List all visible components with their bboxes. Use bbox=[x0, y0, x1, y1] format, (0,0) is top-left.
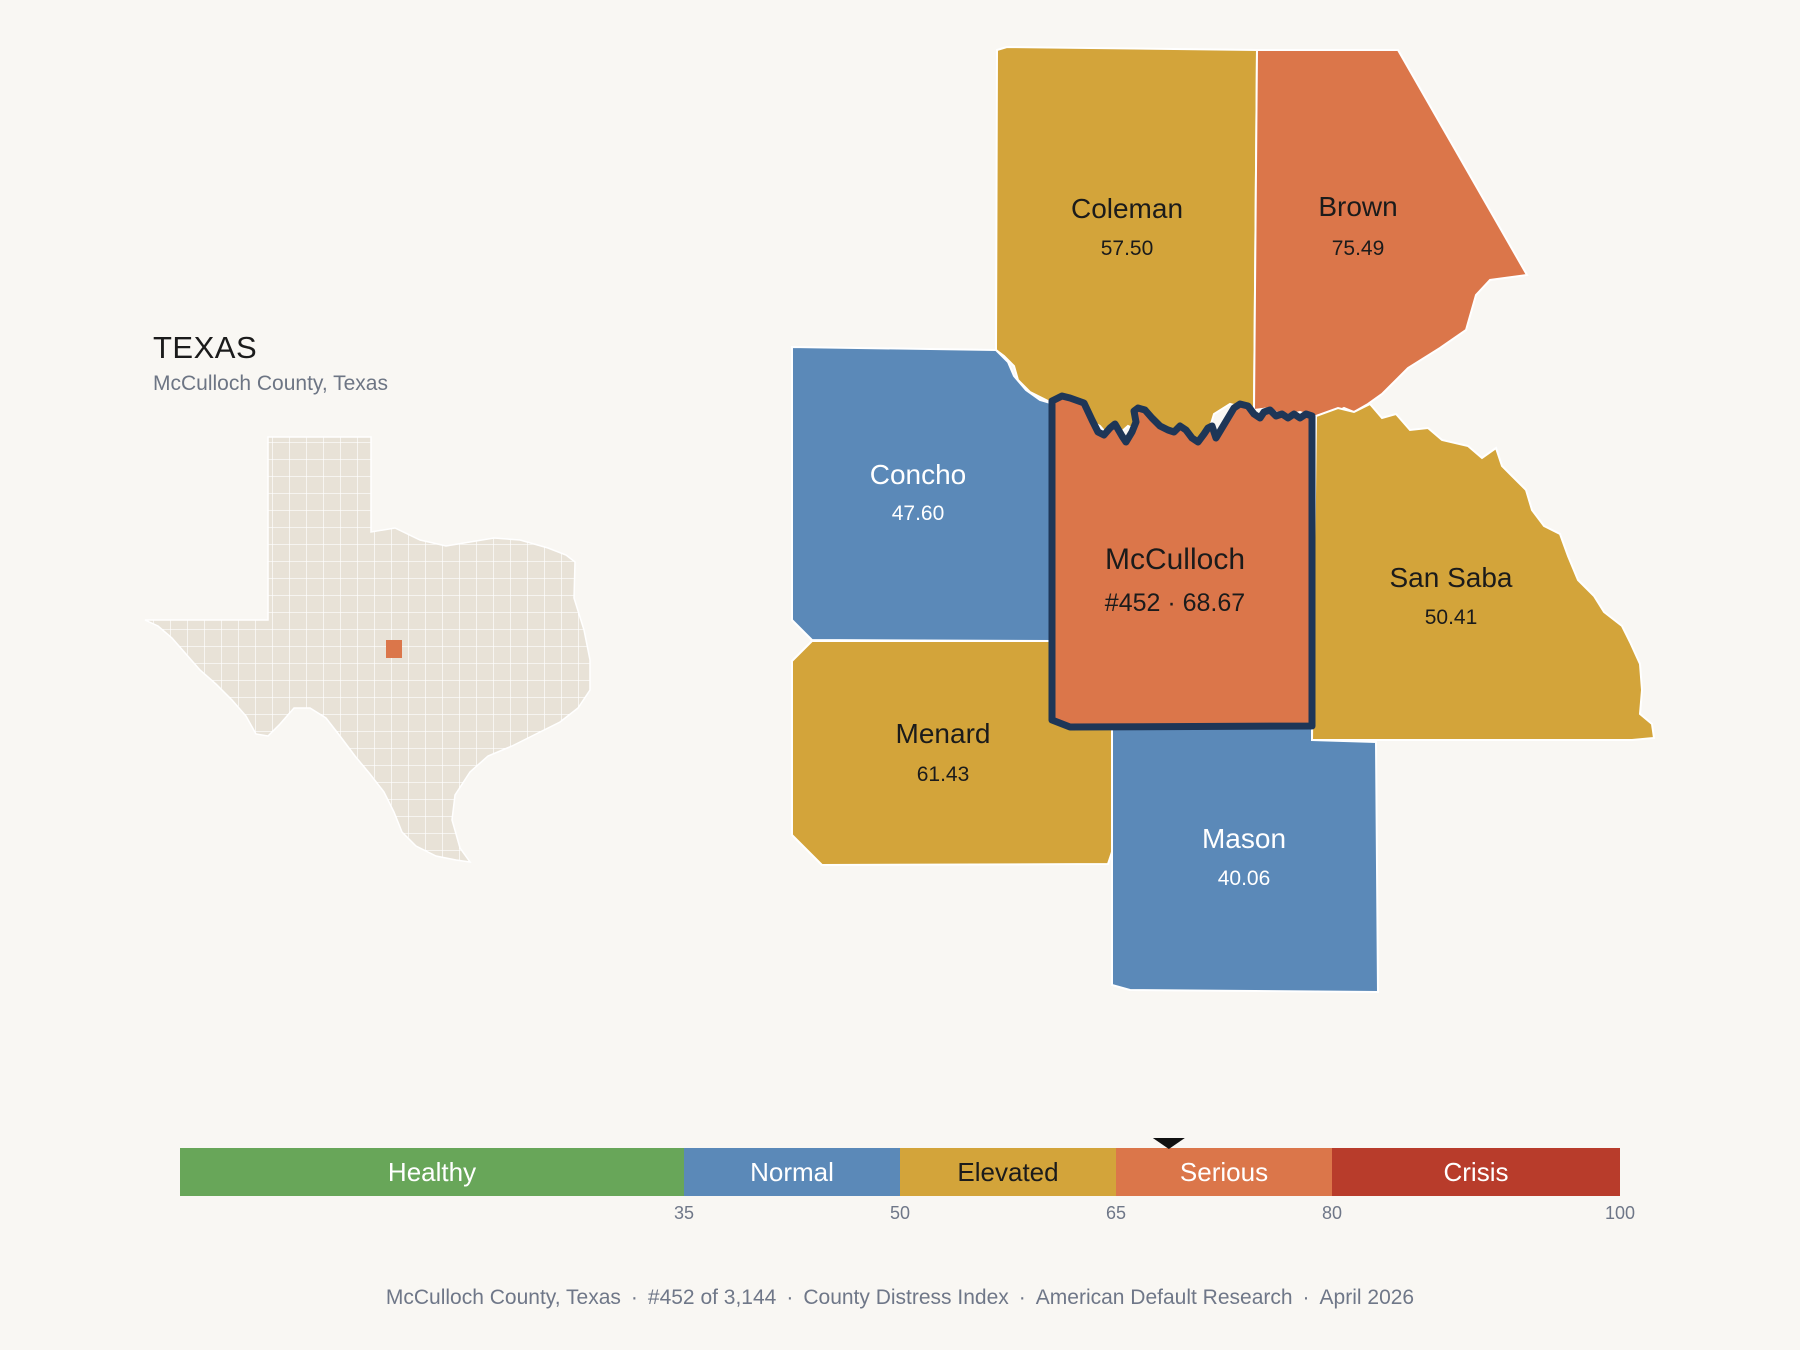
footer-separator: · bbox=[1018, 1286, 1026, 1309]
county-label-brown: Brown bbox=[1318, 191, 1397, 222]
county-label-mcculloch: McCulloch bbox=[1105, 543, 1245, 576]
footer-index-name: County Distress Index bbox=[803, 1286, 1009, 1309]
county-label-coleman: Coleman bbox=[1071, 193, 1183, 224]
county-san-saba[interactable]: San Saba 50.41 bbox=[1310, 402, 1656, 741]
footer-separator: · bbox=[1302, 1286, 1310, 1309]
county-label-san-saba: San Saba bbox=[1390, 562, 1513, 593]
footer-date: April 2026 bbox=[1319, 1286, 1415, 1309]
footer-county: McCulloch County, Texas bbox=[385, 1286, 621, 1309]
county-mason[interactable]: Mason 40.06 bbox=[1111, 725, 1380, 994]
county-brown[interactable]: Brown 75.49 bbox=[1252, 49, 1529, 418]
inset-state-title: TEXAS bbox=[153, 330, 258, 365]
county-shape-concho bbox=[791, 345, 1056, 643]
county-shape-mason bbox=[1111, 725, 1380, 994]
footer-separator: · bbox=[786, 1286, 794, 1309]
county-label-menard: Menard bbox=[896, 718, 991, 749]
county-value-mcculloch: #452 · 68.67 bbox=[1105, 589, 1245, 617]
footer-source: American Default Research bbox=[1035, 1286, 1293, 1309]
county-label-concho: Concho bbox=[870, 459, 967, 490]
county-shape-mcculloch bbox=[1048, 392, 1316, 731]
county-value-san-saba: 50.41 bbox=[1425, 606, 1478, 629]
county-value-menard: 61.43 bbox=[917, 763, 970, 786]
county-label-mason: Mason bbox=[1202, 823, 1286, 854]
county-coleman[interactable]: Coleman 57.50 bbox=[994, 45, 1259, 446]
county-concho[interactable]: Concho 47.60 bbox=[791, 345, 1056, 643]
footer-rank: #452 of 3,144 bbox=[647, 1286, 777, 1309]
county-shape-brown bbox=[1252, 49, 1529, 418]
county-shape-san-saba bbox=[1310, 402, 1656, 741]
county-value-coleman: 57.50 bbox=[1101, 237, 1154, 260]
county-value-brown: 75.49 bbox=[1332, 237, 1385, 260]
county-value-concho: 47.60 bbox=[892, 502, 945, 525]
county-mcculloch[interactable]: McCulloch #452 · 68.67 bbox=[1048, 392, 1316, 731]
footer: McCulloch County, Texas · #452 of 3,144 · Co… bbox=[0, 1286, 1800, 1310]
footer-separator: · bbox=[630, 1286, 638, 1309]
inset-county-subtitle: McCulloch County, Texas bbox=[153, 372, 388, 395]
county-value-mason: 40.06 bbox=[1218, 867, 1271, 890]
